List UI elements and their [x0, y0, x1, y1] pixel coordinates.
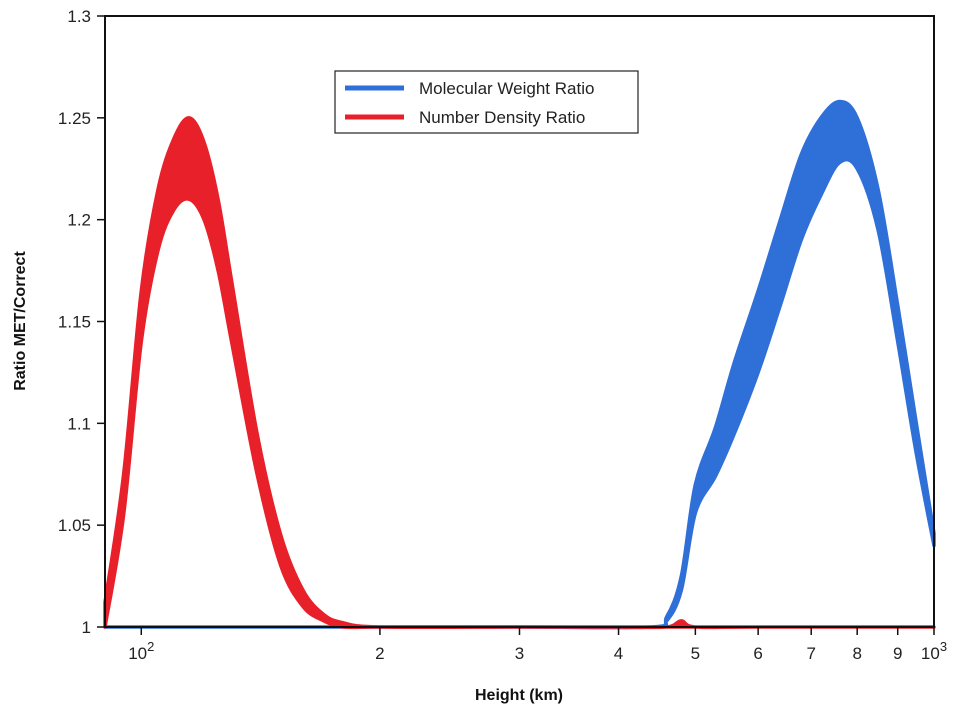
x-tick-label: 8	[852, 644, 861, 663]
x-tick-label: 4	[614, 644, 623, 663]
x-tick-label: 102	[128, 639, 154, 663]
y-axis-title: Ratio MET/Correct	[12, 251, 29, 391]
x-axis-title: Height (km)	[475, 687, 563, 704]
x-axis: 102 2 3 4 5 6 7 8 9 103	[128, 627, 947, 663]
y-tick-label: 1	[82, 618, 91, 637]
x-tick-label: 3	[515, 644, 524, 663]
x-tick-label: 5	[691, 644, 700, 663]
y-tick-label: 1.25	[58, 109, 91, 128]
y-tick-label: 1.3	[67, 7, 91, 26]
legend-label-number-density: Number Density Ratio	[419, 108, 585, 127]
legend-box	[334, 70, 639, 134]
x-tick-label: 7	[806, 644, 815, 663]
legend-label-molecular-weight: Molecular Weight Ratio	[419, 79, 594, 98]
legend: Molecular Weight Ratio Number Density Ra…	[334, 70, 639, 134]
x-tick-label: 6	[753, 644, 762, 663]
y-tick-label: 1.15	[58, 313, 91, 332]
x-tick-label: 103	[921, 639, 947, 663]
y-tick-label: 1.1	[67, 414, 91, 433]
x-tick-label: 9	[893, 644, 902, 663]
y-tick-label: 1.2	[67, 211, 91, 230]
y-axis: 1 1.05 1.1 1.15 1.2 1.25 1.3	[58, 7, 105, 637]
x-tick-label: 2	[375, 644, 384, 663]
y-tick-label: 1.05	[58, 516, 91, 535]
